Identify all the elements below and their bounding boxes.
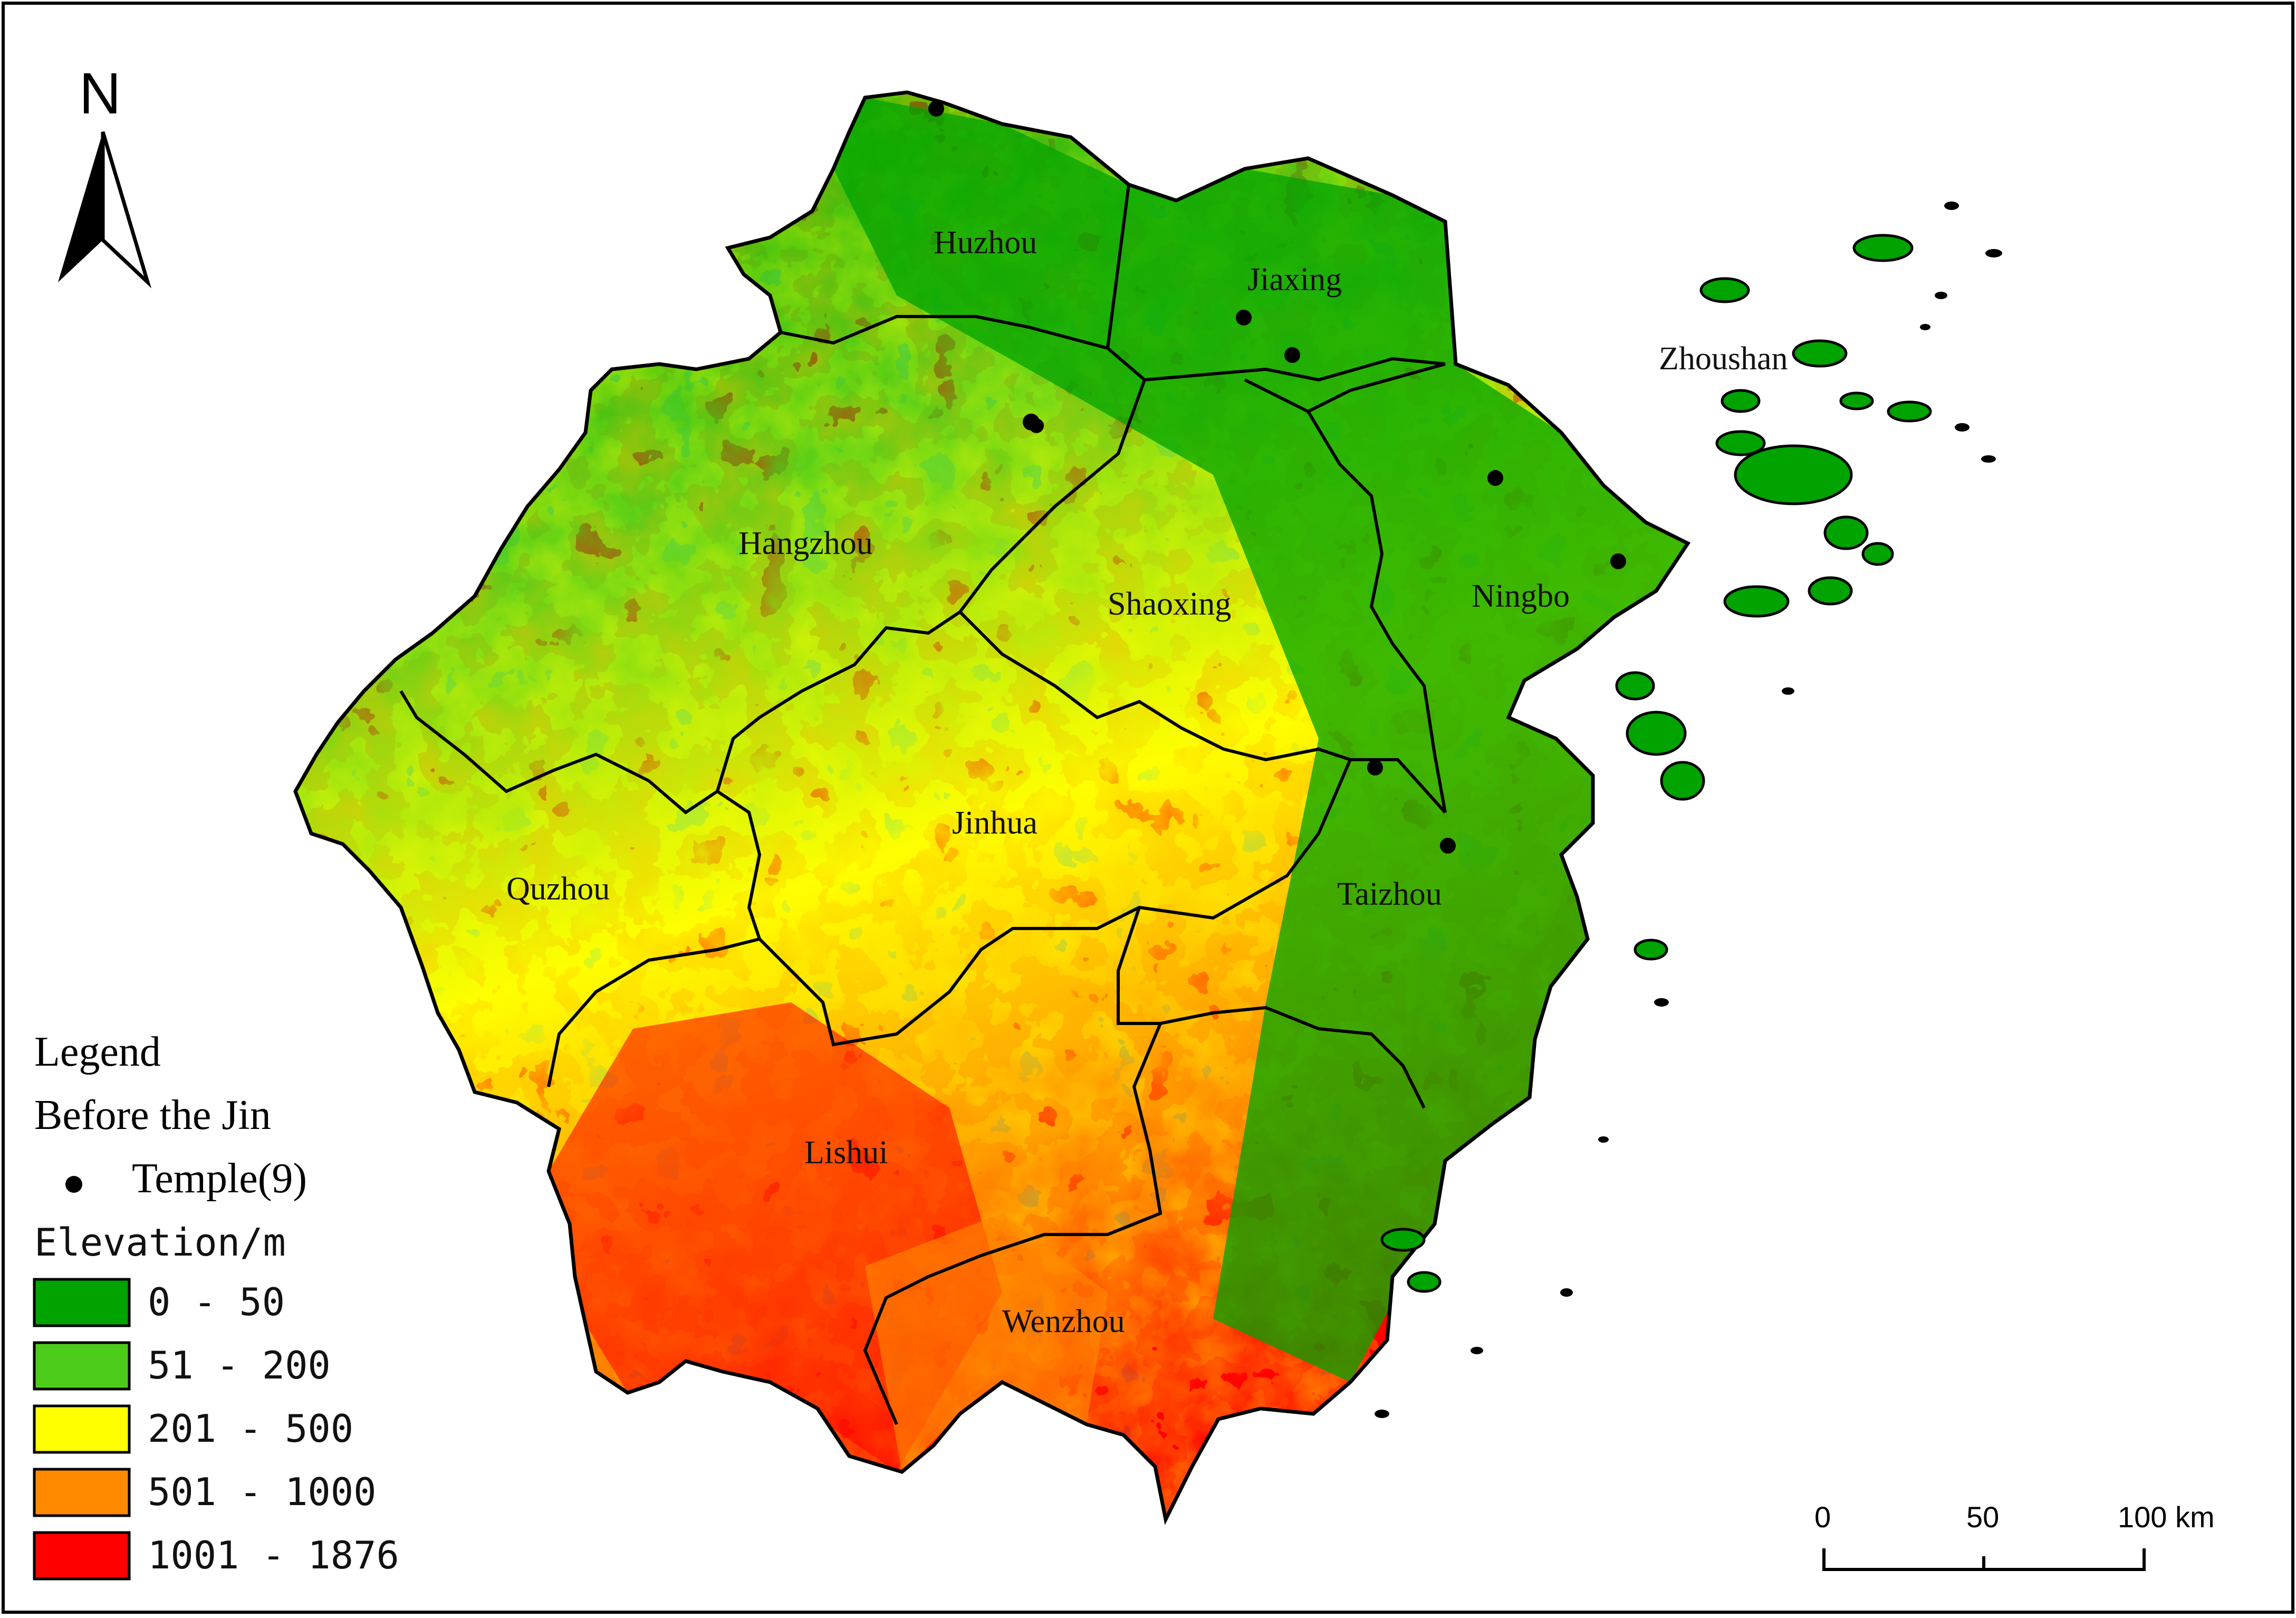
temple-point (1440, 838, 1456, 854)
zhoushan-islands (1380, 234, 1932, 1293)
city-boundaries (399, 184, 1447, 1425)
legend-swatch (33, 1278, 131, 1327)
scale-tick-50: 50 (1966, 1500, 1999, 1534)
legend-title: Legend (34, 1029, 161, 1075)
legend-class-label: 1001 - 1876 (148, 1533, 399, 1577)
legend-class-label: 501 - 1000 (148, 1470, 376, 1514)
temple-point (1610, 553, 1626, 569)
scale-tick-100: 100 km (2118, 1500, 2215, 1534)
temple-points (928, 101, 1626, 854)
legend-elevation-title: Elevation/m (34, 1220, 286, 1265)
legend-swatch (33, 1468, 131, 1517)
elevation-classes: 0 - 50 51 - 200 201 - 500 501 - 1000 1001 - … (33, 1278, 399, 1581)
city-labels: Huzhou Jiaxing Zhoushan Hangzhou Shaoxin… (506, 225, 1788, 1339)
legend-swatch (33, 1341, 131, 1391)
north-arrow: N (58, 61, 152, 289)
city-label-hangzhou: Hangzhou (738, 525, 873, 561)
city-label-jinhua: Jinhua (952, 805, 1037, 841)
city-label-taizhou: Taizhou (1337, 876, 1442, 912)
legend-class-label: 0 - 50 (148, 1280, 285, 1324)
city-label-jiaxing: Jiaxing (1247, 262, 1342, 298)
legend-class-label: 201 - 500 (148, 1406, 353, 1451)
small-islets (1375, 202, 2002, 1418)
scale-bar: 0 50 100 km (1814, 1500, 2215, 1571)
legend-swatch (33, 1404, 131, 1454)
city-label-lishui: Lishui (804, 1135, 888, 1171)
city-label-huzhou: Huzhou (934, 225, 1037, 261)
temple-point (928, 101, 944, 117)
city-label-wenzhou: Wenzhou (1002, 1304, 1125, 1339)
temple-point (1236, 310, 1252, 325)
north-arrow-left-half (58, 132, 103, 282)
legend-temple-icon (65, 1176, 82, 1193)
city-label-shaoxing: Shaoxing (1108, 586, 1231, 622)
legend-period: Before the Jin (34, 1092, 271, 1138)
legend-temple-label: Temple(9) (132, 1155, 307, 1202)
north-arrow-right-half (101, 131, 152, 289)
temple-point (1487, 470, 1503, 486)
city-label-quzhou: Quzhou (506, 871, 610, 907)
north-label: N (79, 61, 121, 126)
legend-swatch (33, 1531, 131, 1581)
temple-point (1367, 760, 1383, 776)
temple-point (1029, 418, 1044, 433)
city-label-ningbo: Ningbo (1472, 578, 1570, 614)
legend-class-label: 51 - 200 (148, 1343, 331, 1387)
temple-point (1284, 347, 1300, 363)
city-label-zhoushan: Zhoushan (1659, 341, 1788, 377)
legend: Legend Before the Jin Temple(9) Elevatio… (33, 1029, 399, 1581)
scale-tick-0: 0 (1814, 1500, 1831, 1534)
